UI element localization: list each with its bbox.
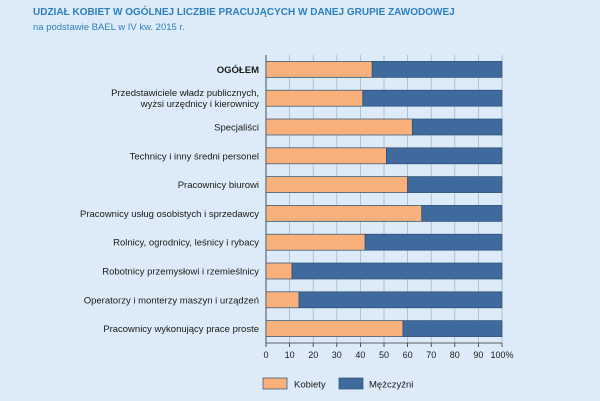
x-tick-label: 50 [379,350,389,360]
x-tick-label: 80 [450,350,460,360]
x-tick-label: 60 [403,350,413,360]
chart-subtitle: na podstawie BAEL w IV kw. 2015 r. [33,22,185,33]
category-label: Robotnicy przemysłowi i rzemieślnicy [102,267,259,278]
bar-kobiety [265,205,423,222]
bar-mezczyzni [411,118,503,136]
bar-kobiety [265,320,404,337]
category-label: Operatorzy i monterzy maszyn i urządzeń [84,295,259,306]
bar-mezczyzni [407,176,503,193]
x-tick-label: 0 [263,350,268,360]
bar-mezczyzni [291,262,503,280]
category-label: Technicy i inny średni personel [130,151,259,162]
bar-mezczyzni [364,233,503,251]
category-label: Rolnicy, ogrodnicy, leśnicy i rybacy [113,238,259,249]
legend-label-mezczyzni: Mężczyźni [369,380,413,391]
x-tick-label: 70 [426,350,436,360]
category-label: Pracownicy biurowi [178,180,259,191]
category-label: Specjaliści [214,123,259,134]
x-tick-label: 30 [332,350,342,360]
x-tick-label: 90 [473,350,483,360]
bar-kobiety [265,118,413,136]
legend-swatch-mezczyzni [338,377,364,390]
bar-mezczyzni [402,320,503,337]
bar-kobiety [265,233,366,251]
chart-title: UDZIAŁ KOBIET W OGÓLNEJ LICZBIE PRACUJĄC… [33,7,455,18]
x-tick-label: 20 [308,350,318,360]
bar-kobiety [265,291,300,309]
legend-label-kobiety: Kobiety [294,380,326,391]
bar-mezczyzni [298,291,503,309]
legend-swatch-kobiety [262,377,288,390]
bar-mezczyzni [386,147,503,165]
x-tick-label: 100% [490,350,513,360]
category-label: Pracownicy wykonujący prace proste [103,324,259,335]
category-label: OGÓŁEM [217,64,259,76]
category-label: Pracownicy usług osobistych i sprzedawcy [80,209,259,220]
bar-mezczyzni [371,61,503,78]
bar-kobiety [265,61,373,78]
bar-mezczyzni [362,89,503,107]
bar-kobiety [265,89,364,107]
category-label: Przedstawiciele władz publicznych, wyżsi … [111,88,259,110]
x-tick-label: 10 [285,350,295,360]
bar-kobiety [265,176,408,193]
bar-mezczyzni [421,205,503,222]
bar-kobiety [265,262,293,280]
x-tick-label: 40 [355,350,365,360]
bar-kobiety [265,147,387,165]
